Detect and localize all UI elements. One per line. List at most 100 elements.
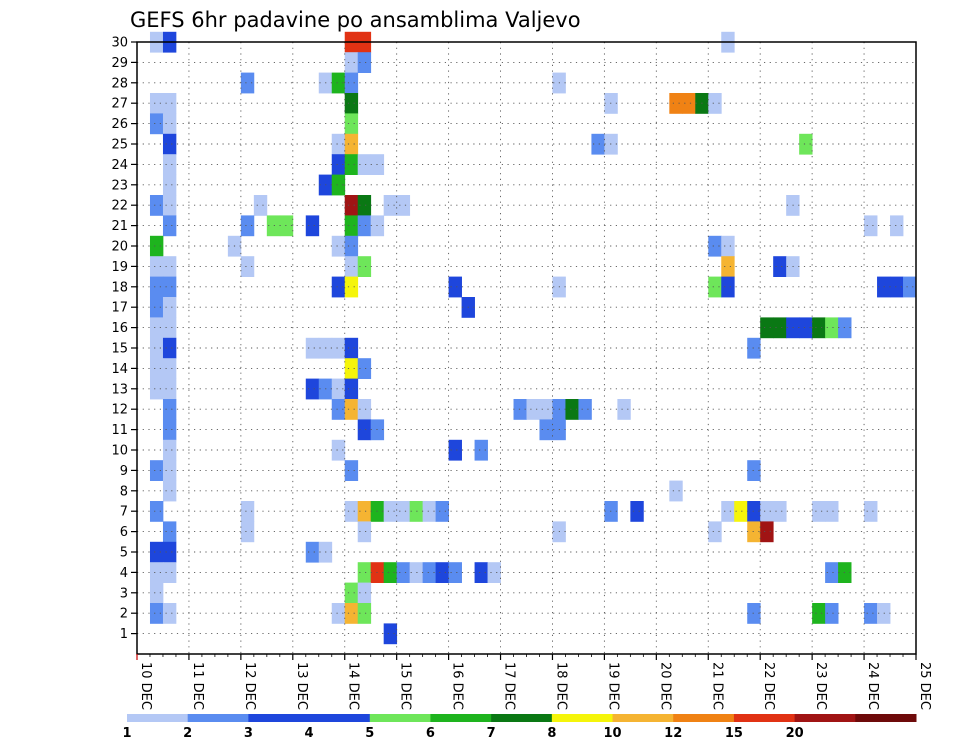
y-tick-label: 9 <box>120 464 128 479</box>
colorbar-segment <box>733 714 796 722</box>
colorbar-segment <box>612 714 674 722</box>
heatmap-cell <box>162 256 177 277</box>
x-tick-label: 15 DEC <box>398 662 413 710</box>
heatmap-cell <box>903 276 917 298</box>
heatmap-cell <box>747 603 761 624</box>
heatmap-cell <box>331 378 346 400</box>
colorbar-label: 20 <box>786 726 804 741</box>
heatmap-cell <box>162 562 177 583</box>
heatmap-cell <box>305 378 320 400</box>
colorbar-segment <box>551 714 614 722</box>
heatmap-cell <box>162 297 177 318</box>
heatmap-cell <box>539 419 553 441</box>
x-tick-label: 16 DEC <box>450 662 465 710</box>
y-tick-label: 18 <box>111 280 128 295</box>
y-tick-label: 10 <box>111 444 128 459</box>
heatmap-cell <box>331 337 346 359</box>
colorbar-label: 1 <box>122 726 131 741</box>
chart-title: GEFS 6hr padavine po ansamblima Valjevo <box>130 8 581 32</box>
heatmap-cell <box>357 521 372 543</box>
y-tick-label: 2 <box>120 607 128 622</box>
heatmap-cell <box>344 235 359 257</box>
heatmap-cell <box>812 501 826 522</box>
heatmap-cell <box>162 460 177 481</box>
colorbar-segment <box>309 714 371 722</box>
x-tick-label: 13 DEC <box>294 662 309 710</box>
y-tick-label: 22 <box>111 199 128 214</box>
x-tick-label: 21 DEC <box>709 662 724 710</box>
heatmap-cell <box>773 256 787 277</box>
y-tick-label: 28 <box>111 76 128 91</box>
heatmap-cell <box>331 399 346 420</box>
colorbar-label: 15 <box>725 726 743 741</box>
heatmap-cell <box>669 480 683 502</box>
heatmap-cell <box>708 235 722 257</box>
heatmap-cell <box>240 256 255 277</box>
heatmap-cell <box>357 358 372 379</box>
heatmap-cell <box>162 215 177 237</box>
heatmap-cell <box>162 541 177 563</box>
y-axis: 1234567891011121314151617181920212223242… <box>111 36 137 642</box>
heatmap-cell <box>682 93 696 114</box>
heatmap-cell <box>344 195 359 216</box>
heatmap-cell <box>474 562 488 583</box>
y-tick-label: 1 <box>120 627 128 642</box>
y-tick-label: 12 <box>111 403 128 418</box>
heatmap-cell <box>162 439 177 461</box>
heatmap-cell <box>149 501 164 522</box>
colorbar-label: 5 <box>365 726 374 741</box>
heatmap-cell <box>240 521 255 543</box>
heatmap-cell <box>773 501 787 522</box>
heatmap-cell <box>357 603 372 624</box>
heatmap-cell <box>890 215 904 237</box>
heatmap-cell <box>162 337 177 359</box>
heatmap-cell <box>539 399 553 420</box>
heatmap-cell <box>149 235 164 257</box>
heatmap-cell <box>357 195 372 216</box>
heatmap-cell <box>162 603 177 624</box>
heatmap-cell <box>344 113 359 135</box>
colorbar-segment <box>794 714 856 722</box>
heatmap-cell <box>448 276 462 298</box>
heatmap-cell <box>630 501 644 522</box>
heatmap-cell <box>344 460 359 481</box>
heatmap-cell <box>799 133 813 155</box>
heatmap-cell <box>162 154 177 175</box>
heatmap-cell <box>448 439 462 461</box>
heatmap-cell <box>357 154 372 175</box>
heatmap-cell <box>305 215 320 237</box>
y-tick-label: 24 <box>111 158 128 173</box>
y-tick-label: 25 <box>111 138 128 153</box>
y-tick-label: 29 <box>111 56 128 71</box>
heatmap-cell <box>721 235 735 257</box>
heatmap-cell <box>357 256 372 277</box>
heatmap-cell <box>526 399 540 420</box>
heatmap-cell <box>357 562 372 583</box>
heatmap-cell <box>149 297 164 318</box>
colorbar-label: 8 <box>547 726 556 741</box>
heatmap-cell <box>149 562 164 583</box>
heatmap-cell <box>383 195 398 216</box>
heatmap-cell <box>890 276 904 298</box>
heatmap-cell <box>864 215 878 237</box>
heatmap-cell <box>448 562 462 583</box>
heatmap-cell <box>799 317 813 339</box>
heatmap-cell <box>162 133 177 155</box>
x-tick-label: 20 DEC <box>657 662 672 710</box>
heatmap-cell <box>825 603 839 624</box>
heatmap-cell <box>305 541 320 563</box>
heatmap-cell <box>162 419 177 441</box>
heatmap-cell <box>162 113 177 135</box>
x-tick-label: 25 DEC <box>917 662 932 710</box>
heatmap-cell <box>162 399 177 420</box>
y-tick-label: 21 <box>111 219 128 234</box>
x-tick-label: 12 DEC <box>242 662 257 710</box>
heatmap-cell <box>331 174 346 196</box>
heatmap-cell <box>331 154 346 175</box>
heatmap-cell <box>162 195 177 216</box>
y-tick-label: 15 <box>111 342 128 357</box>
heatmap-cell <box>149 541 164 563</box>
x-tick-label: 19 DEC <box>605 662 620 710</box>
heatmap-cell <box>162 317 177 339</box>
